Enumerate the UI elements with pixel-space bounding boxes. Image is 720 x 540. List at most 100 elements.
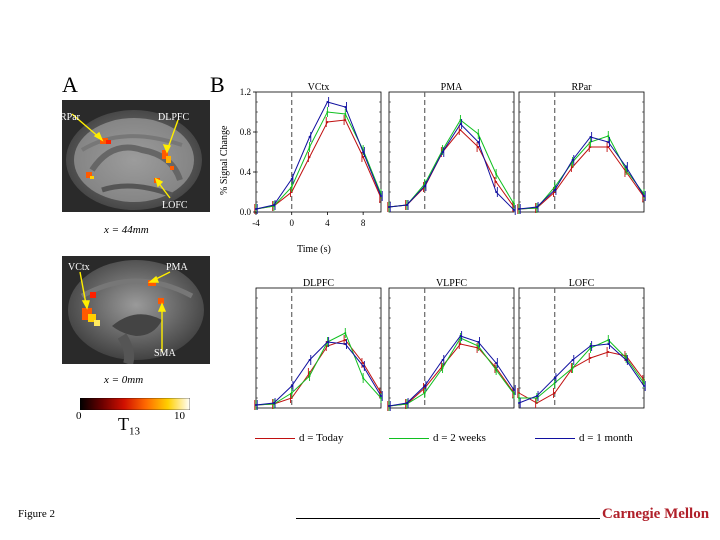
y-tick-label: 0.4: [240, 167, 252, 177]
figure-label: Figure 2: [18, 508, 55, 520]
data-point: [308, 136, 311, 138]
data-point: [405, 204, 408, 206]
x-tick-label: -4: [252, 218, 260, 228]
chart-title-vctx: VCtx: [308, 82, 330, 93]
series-line-1: [388, 129, 515, 208]
data-point: [326, 111, 329, 113]
chart-frame: [518, 287, 645, 409]
legend-swatch-2weeks: [389, 438, 429, 439]
series-line-3: [518, 136, 645, 210]
data-point: [495, 181, 498, 183]
chart-frame: [388, 91, 515, 213]
brain-top-caption: x = 44mm: [104, 224, 149, 236]
chart-title-pma: PMA: [441, 82, 463, 93]
x-tick-label: 4: [325, 218, 330, 228]
data-point: [459, 129, 462, 131]
series-line-1: [255, 119, 382, 210]
series-line-1: [388, 343, 515, 407]
series-line-2: [519, 339, 645, 399]
data-point: [535, 206, 538, 208]
data-point: [441, 367, 444, 369]
data-point: [643, 382, 645, 384]
data-point: [388, 206, 390, 208]
data-point: [344, 113, 347, 115]
chart-panel-dlpfc: DLPFC: [254, 278, 383, 410]
data-point: [255, 208, 257, 210]
data-point: [643, 195, 645, 197]
brain-label-lofc: LOFC: [162, 200, 188, 211]
data-point: [290, 392, 293, 394]
data-point: [362, 362, 365, 364]
data-point: [607, 351, 610, 353]
series-line-1: [518, 146, 645, 210]
data-point: [290, 178, 293, 180]
data-point: [495, 362, 498, 364]
chart-title-dlpfc: DLPFC: [303, 278, 334, 289]
data-point: [589, 347, 592, 349]
x-tick-label: 8: [361, 218, 366, 228]
data-point: [441, 359, 444, 361]
series-line-1: [255, 339, 382, 406]
data-point: [344, 106, 347, 108]
data-point: [607, 146, 610, 148]
footer-rule: [296, 518, 600, 519]
data-point: [308, 359, 311, 361]
data-point: [423, 392, 426, 394]
data-point: [362, 365, 365, 367]
chart-panel-pma: PMA: [387, 82, 516, 215]
data-point: [380, 395, 382, 397]
chart-title-lofc: LOFC: [569, 278, 595, 289]
data-point: [290, 385, 293, 387]
colorbar-min-label: 0: [76, 410, 82, 422]
data-point: [607, 141, 610, 143]
brain-label-vctx: VCtx: [68, 262, 90, 273]
series-line-3: [255, 341, 382, 406]
brain-slice-top-image: [62, 100, 210, 212]
legend-label-2weeks: d = 2 weeks: [433, 432, 486, 444]
chart-panel-lofc: LOFC: [517, 278, 646, 409]
data-point: [362, 156, 365, 158]
series-line-2: [388, 119, 515, 208]
chart-panel-rpar: RPar: [517, 82, 646, 214]
data-point: [344, 119, 347, 121]
x-axis-label: Time (s): [297, 244, 331, 255]
data-point: [589, 357, 592, 359]
data-point: [477, 141, 480, 143]
data-point: [571, 359, 574, 361]
data-point: [326, 101, 329, 103]
data-point: [344, 343, 347, 345]
brain-label-sma: SMA: [154, 348, 176, 359]
data-point: [477, 341, 480, 343]
data-point: [459, 335, 462, 337]
data-point: [405, 402, 408, 404]
colorbar-t-sub: 13: [129, 425, 140, 438]
data-point: [589, 136, 592, 138]
data-point: [388, 405, 390, 407]
data-point: [643, 385, 645, 387]
data-point: [380, 195, 382, 197]
data-point: [607, 135, 610, 137]
data-point: [441, 151, 444, 153]
series-line-3: [518, 343, 645, 404]
data-point: [553, 377, 556, 379]
chart-title-rpar: RPar: [572, 82, 593, 93]
legend: d = Today d = 2 weeks d = 1 month: [255, 432, 675, 448]
brain-slice-top: RPar DLPFC LOFC: [60, 100, 210, 212]
data-point: [553, 186, 556, 188]
brain-slice-bottom: VCtx PMA SMA: [62, 256, 210, 366]
data-point: [423, 385, 426, 387]
data-point: [344, 332, 347, 334]
y-tick-label: 0.0: [240, 207, 252, 217]
data-point: [625, 169, 628, 171]
panel-a-label: A: [62, 72, 78, 97]
data-point: [362, 151, 365, 153]
series-line-2: [388, 337, 515, 407]
data-point: [518, 397, 520, 399]
data-point: [362, 377, 365, 379]
chart-panel-vlpfc: VLPFC: [387, 278, 516, 411]
legend-label-today: d = Today: [299, 432, 344, 444]
y-tick-label: 0.8: [240, 127, 252, 137]
carnegie-mellon-logo: Carnegie Mellon: [602, 506, 710, 522]
data-point: [553, 392, 556, 394]
